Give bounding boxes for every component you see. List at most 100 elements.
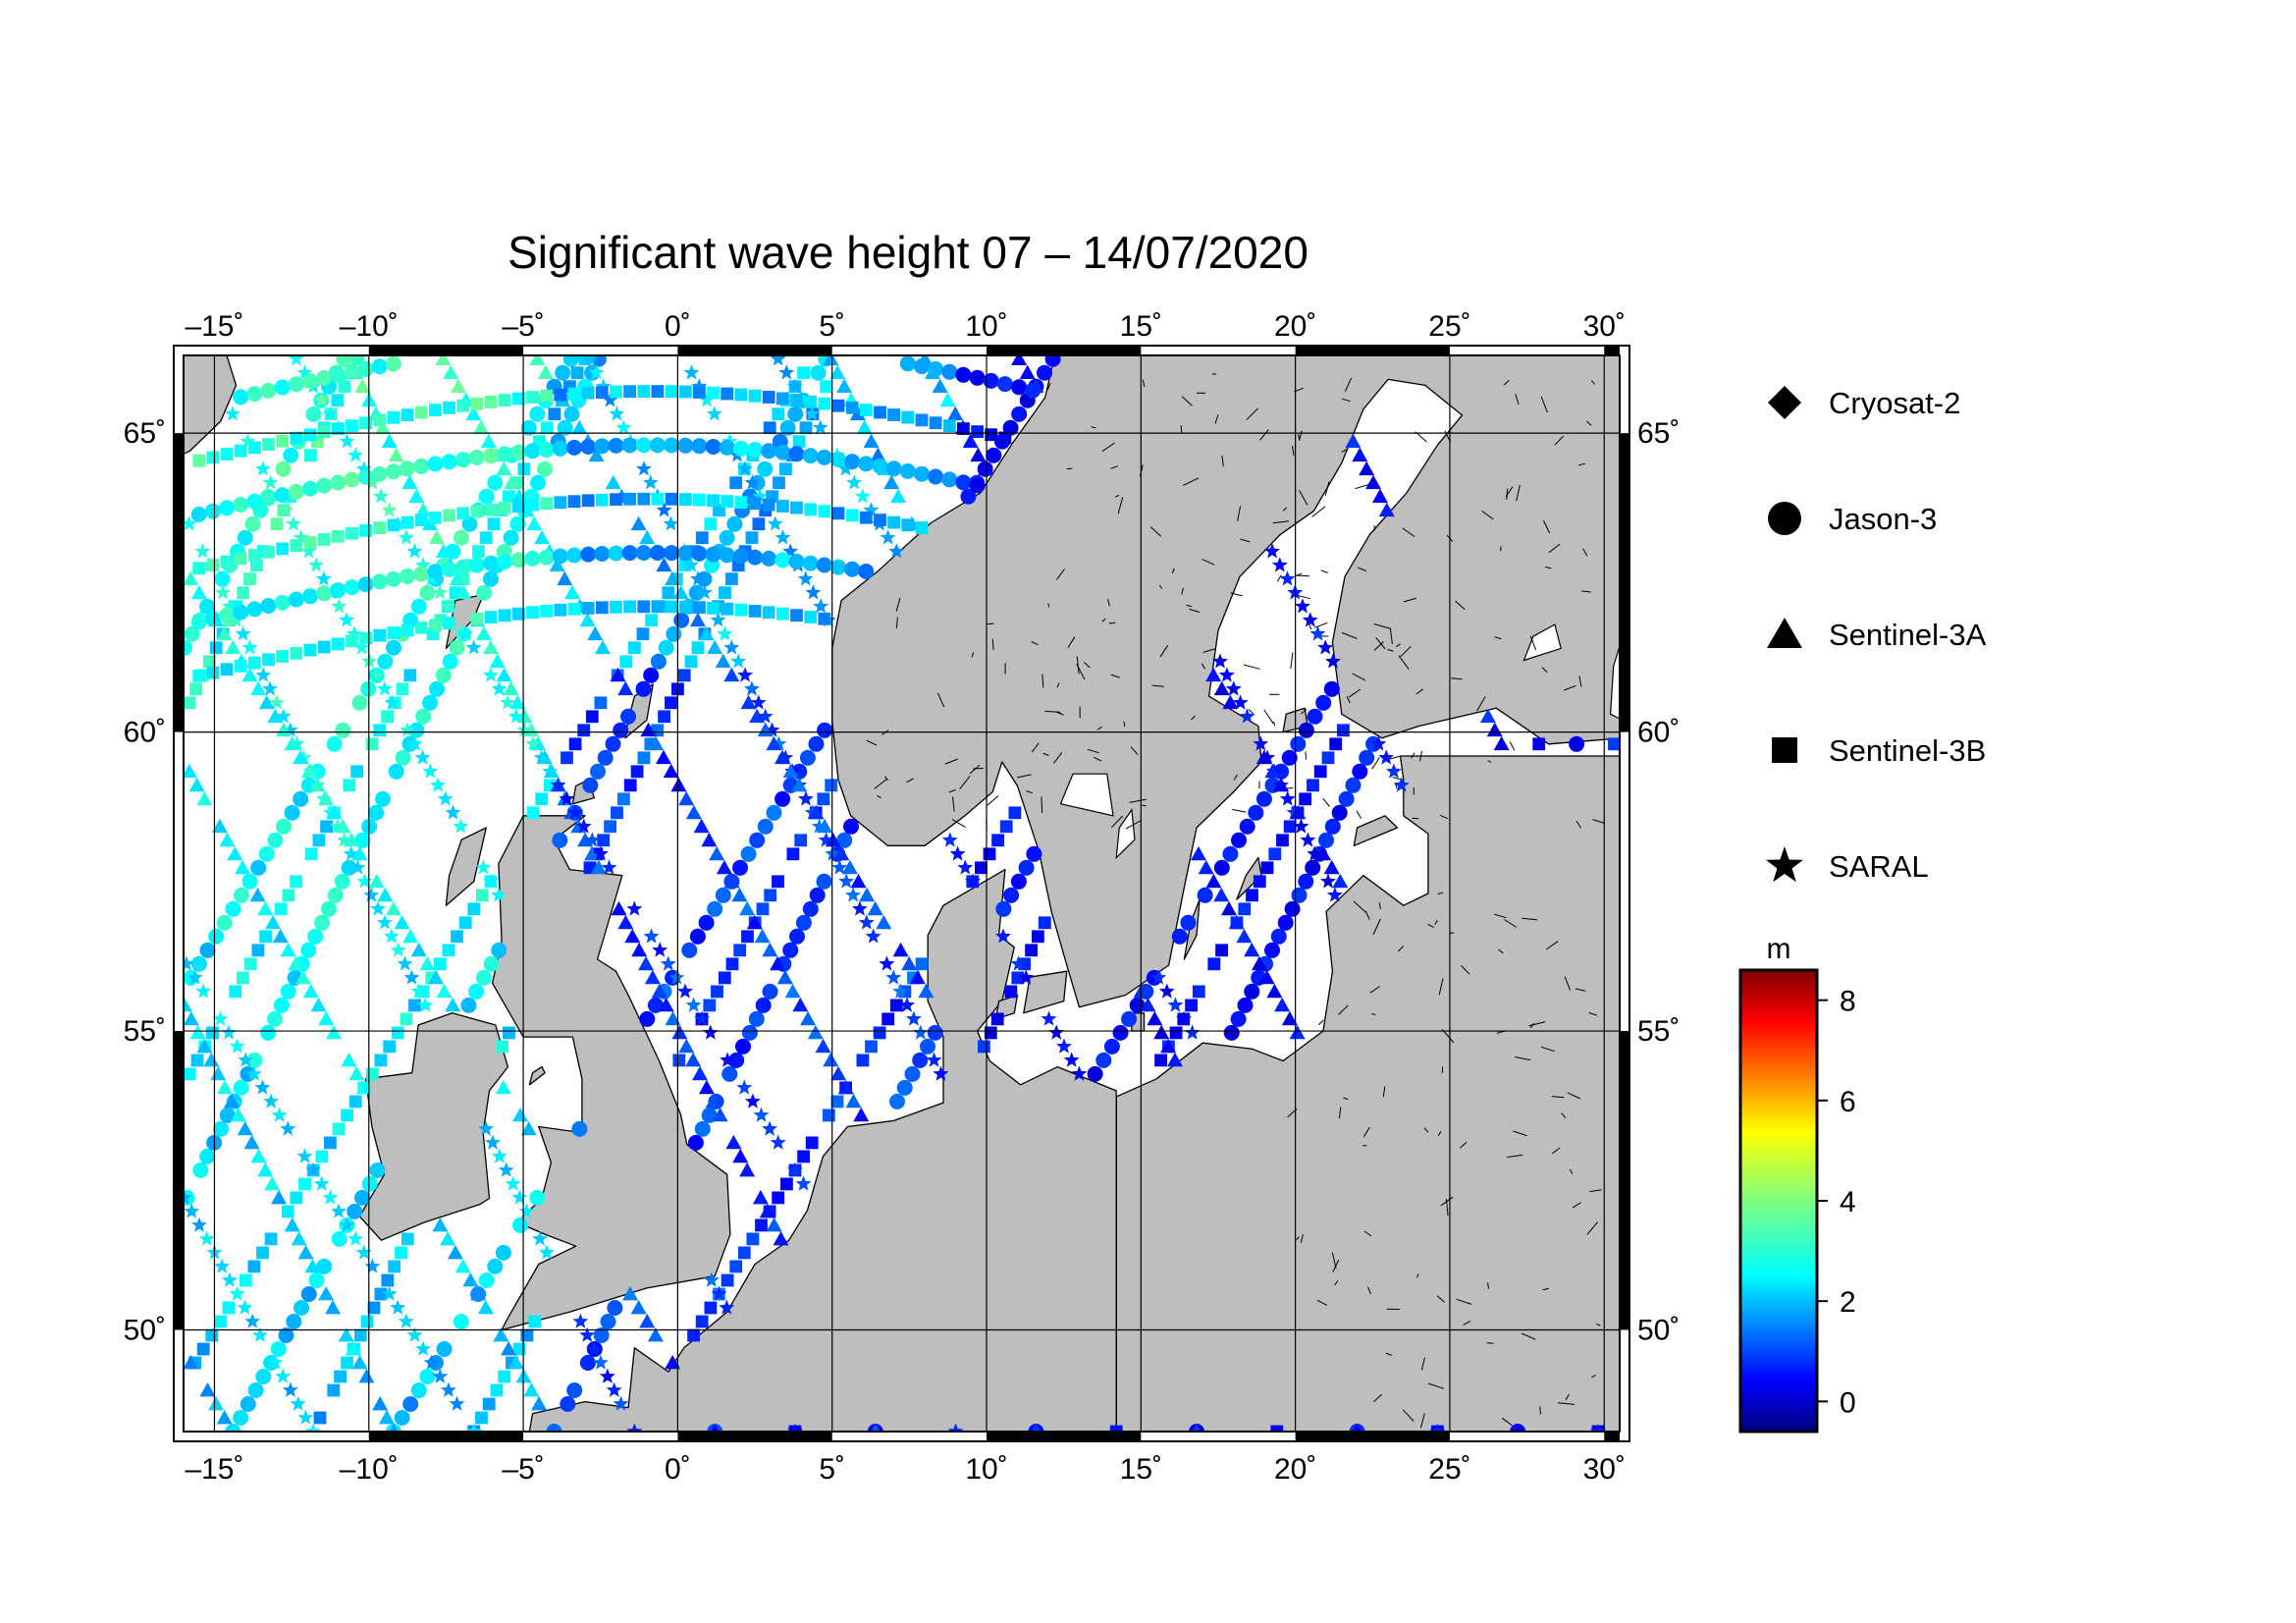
triangle-obs-marker <box>385 900 401 916</box>
triangle-obs-marker <box>595 639 612 655</box>
circle-obs-marker <box>608 545 624 562</box>
star-obs-marker <box>706 406 722 421</box>
square-obs-marker <box>887 515 900 529</box>
circle-obs-marker <box>969 477 986 494</box>
triangle-obs-marker <box>427 969 444 985</box>
circle-obs-marker <box>1284 900 1301 917</box>
triangle-obs-marker <box>1289 1024 1306 1040</box>
lake-stroke <box>1053 752 1063 764</box>
star-obs-marker <box>846 474 863 490</box>
square-obs-marker <box>290 539 303 553</box>
square-obs-marker <box>567 495 581 509</box>
star-obs-marker <box>238 1052 254 1067</box>
triangle-obs-marker <box>1486 722 1503 737</box>
lake-stroke <box>874 778 888 789</box>
star-obs-marker <box>511 1189 528 1205</box>
circle-obs-marker <box>483 955 500 972</box>
circle-obs-marker <box>732 548 749 565</box>
circle-obs-marker <box>843 818 859 835</box>
star-obs-marker <box>606 1381 622 1397</box>
square-obs-marker <box>274 902 288 916</box>
lake-stroke <box>1371 1012 1376 1016</box>
triangle-obs-marker <box>890 488 907 504</box>
triangle-obs-marker <box>739 900 756 916</box>
square-obs-marker <box>237 586 250 600</box>
lake-stroke <box>1316 1299 1328 1306</box>
circle-obs-marker <box>258 845 275 862</box>
square-obs-marker <box>334 1370 347 1383</box>
square-obs-marker <box>443 509 455 522</box>
triangle-obs-marker <box>476 625 493 641</box>
lake-stroke <box>1130 746 1139 756</box>
circle-obs-marker <box>274 487 291 504</box>
star-obs-marker <box>478 1120 495 1136</box>
square-obs-marker <box>623 600 636 614</box>
star-obs-marker <box>757 708 774 724</box>
star-obs-marker <box>1018 969 1035 985</box>
star-obs-marker <box>440 1381 456 1397</box>
lake-stroke <box>1348 688 1362 698</box>
colorbar-tick-label: 6 <box>1840 1086 1856 1118</box>
square-obs-marker <box>693 386 706 399</box>
circle-obs-marker <box>394 1410 410 1426</box>
lake-stroke <box>1577 462 1586 466</box>
square-obs-marker <box>520 1328 534 1342</box>
star-obs-marker <box>296 1148 313 1163</box>
circle-obs-marker <box>1305 859 1321 876</box>
square-obs-marker <box>346 634 358 648</box>
star-obs-marker <box>415 1340 432 1356</box>
star-obs-marker <box>542 763 559 779</box>
square-obs-marker <box>487 517 501 531</box>
lake-stroke <box>1201 663 1206 670</box>
circle-obs-marker <box>904 1065 921 1082</box>
square-obs-marker <box>276 650 290 663</box>
triangle-obs-marker <box>670 777 687 792</box>
triangle-obs-marker <box>480 433 497 449</box>
square-icon <box>1772 737 1797 763</box>
lake-saimaa <box>1522 623 1562 662</box>
frame-bar-bottom <box>987 1432 1142 1441</box>
circle-obs-marker <box>579 1355 596 1371</box>
square-obs-marker <box>915 413 929 427</box>
triangle-obs-marker <box>584 845 601 861</box>
circle-obs-marker <box>429 680 445 697</box>
square-obs-marker <box>797 1150 810 1163</box>
zealand-land <box>1023 970 1068 1014</box>
lake-stroke <box>1083 662 1091 669</box>
triangle-obs-marker <box>199 598 216 614</box>
triangle-obs-marker <box>644 969 661 985</box>
square-obs-marker <box>665 696 677 710</box>
star-obs-marker <box>184 1203 200 1218</box>
lake-stroke <box>895 617 898 628</box>
lake-stroke <box>1371 757 1380 770</box>
triangle-obs-marker <box>304 1258 321 1273</box>
square-obs-marker <box>373 521 387 534</box>
triangle-obs-marker <box>455 584 472 600</box>
triangle-obs-marker <box>428 529 445 545</box>
lake-stroke <box>1047 603 1050 608</box>
square-obs-marker <box>303 428 317 442</box>
lake-stroke <box>1149 526 1162 537</box>
square-obs-marker <box>831 399 845 412</box>
frame-bar-top <box>368 346 524 355</box>
star-obs-marker <box>1167 997 1184 1012</box>
square-obs-marker <box>512 392 525 406</box>
square-obs-marker <box>672 1054 686 1067</box>
circle-obs-marker <box>316 1258 333 1274</box>
square-obs-marker <box>805 1136 819 1150</box>
square-obs-marker <box>1307 779 1319 792</box>
square-obs-marker <box>1337 724 1350 737</box>
square-obs-marker <box>220 448 234 460</box>
square-obs-marker <box>820 380 832 394</box>
triangle-obs-marker <box>408 488 425 504</box>
lake-stroke <box>1246 407 1259 420</box>
lake-stroke <box>1402 1409 1415 1422</box>
square-obs-marker <box>554 496 567 510</box>
lake-stroke <box>959 775 971 790</box>
square-obs-marker <box>845 509 859 522</box>
circle-obs-marker <box>562 355 579 367</box>
triangle-obs-marker <box>454 1258 471 1273</box>
lake-stroke <box>1346 696 1351 704</box>
square-obs-marker <box>752 517 766 531</box>
star-obs-marker <box>825 845 841 861</box>
